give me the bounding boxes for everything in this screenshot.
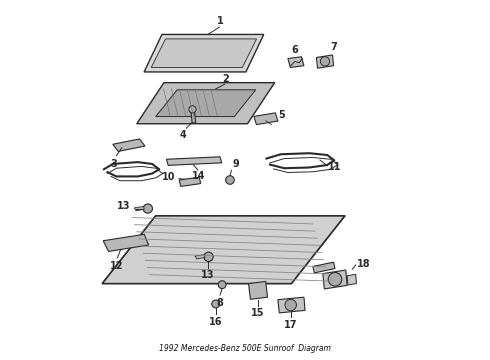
Text: 8: 8 [217,298,223,308]
Polygon shape [317,55,334,68]
Polygon shape [179,177,201,186]
Polygon shape [313,262,335,273]
Text: 1: 1 [217,16,223,26]
Polygon shape [167,157,222,165]
Circle shape [226,176,234,184]
Polygon shape [134,206,144,211]
Text: 11: 11 [328,162,342,172]
Circle shape [218,281,226,289]
Polygon shape [254,113,278,125]
Text: 4: 4 [179,130,186,140]
Text: 14: 14 [192,171,205,181]
Text: 5: 5 [278,110,285,120]
Text: 13: 13 [201,270,215,280]
Circle shape [189,106,196,113]
Polygon shape [113,139,145,152]
Polygon shape [191,109,196,123]
Polygon shape [248,282,268,299]
Polygon shape [347,274,356,285]
Polygon shape [137,83,275,124]
Polygon shape [278,297,305,313]
Polygon shape [323,270,347,289]
Text: 7: 7 [330,42,337,52]
Text: 15: 15 [251,308,265,318]
Circle shape [320,57,330,66]
Circle shape [204,252,213,261]
Text: 2: 2 [222,73,229,84]
Circle shape [143,204,152,213]
Polygon shape [102,216,345,284]
Text: 10: 10 [162,172,176,182]
Polygon shape [103,234,148,251]
Polygon shape [151,39,257,67]
Text: 12: 12 [110,261,124,271]
Text: 18: 18 [356,259,370,269]
Circle shape [285,299,296,311]
Polygon shape [156,90,256,117]
Polygon shape [195,255,205,259]
Text: 13: 13 [117,202,130,211]
Circle shape [328,273,342,286]
Text: 17: 17 [284,320,297,330]
Polygon shape [144,35,264,72]
Polygon shape [288,57,304,67]
Text: 3: 3 [110,158,117,168]
Text: 6: 6 [292,45,298,55]
Text: 9: 9 [232,159,239,169]
Text: 16: 16 [209,317,222,327]
Text: 1992 Mercedes-Benz 500E Sunroof  Diagram: 1992 Mercedes-Benz 500E Sunroof Diagram [159,344,331,353]
Circle shape [212,300,220,308]
